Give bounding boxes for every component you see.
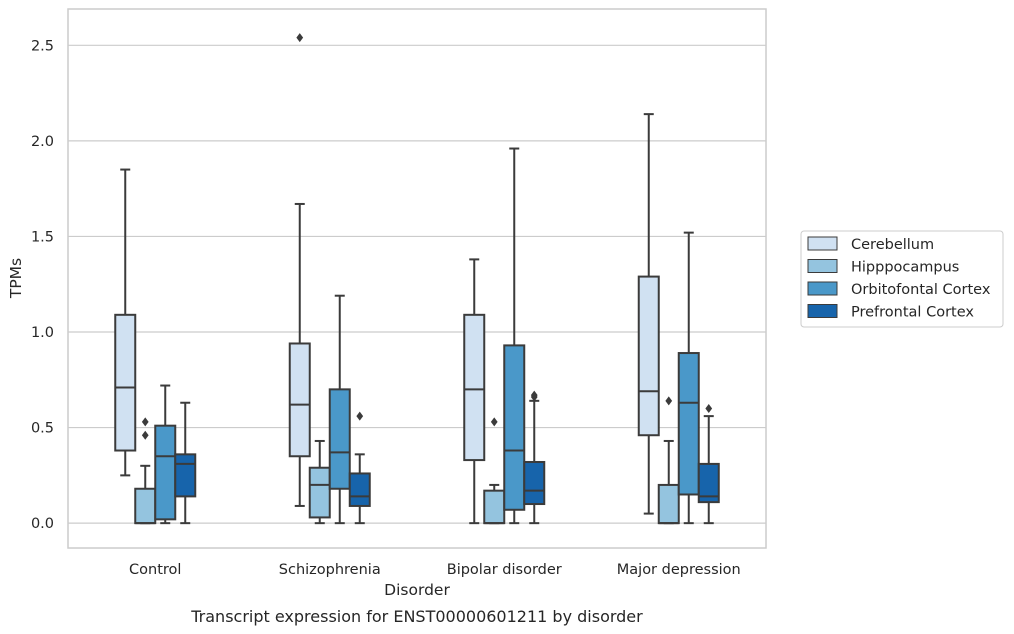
outlier-point [705, 403, 713, 413]
legend-swatch [807, 304, 838, 318]
box-cerebellum [114, 168, 137, 477]
legend: Cerebellum Hipppocampus Orbitofontal Corte… [800, 230, 1004, 328]
y-tick-label: 0.5 [31, 421, 54, 437]
box-cerebellum [463, 258, 486, 525]
box-iqr [348, 472, 371, 507]
box-iqr [677, 352, 700, 496]
y-tick-label: 0.0 [31, 516, 54, 532]
legend-label: Prefrontal Cortex [851, 305, 974, 321]
x-axis-ticks: Control Schizophrenia Bipolar disorder Majo… [129, 562, 741, 578]
box-prefrontal-cortex [697, 403, 720, 525]
outlier-point [141, 417, 149, 427]
box-iqr [503, 344, 526, 511]
x-tick-label: Major depression [617, 562, 741, 578]
box-prefrontal-cortex [348, 411, 371, 525]
box-orbitofontal-cortex [503, 147, 526, 525]
box-iqr [657, 483, 680, 525]
box-prefrontal-cortex [174, 401, 197, 525]
box-iqr [697, 462, 720, 504]
outlier-point [530, 390, 538, 400]
box-iqr [174, 453, 197, 498]
outlier-point [356, 411, 364, 421]
box-iqr [308, 466, 331, 519]
x-tick-label: Schizophrenia [279, 562, 381, 578]
legend-swatch [807, 281, 838, 296]
box-iqr [114, 313, 137, 452]
outlier-point [490, 417, 498, 427]
box-iqr [463, 313, 486, 462]
box-cerebellum [288, 33, 311, 507]
box-hipppocampus [483, 417, 506, 525]
legend-label: Cerebellum [851, 237, 934, 253]
outlier-point [141, 430, 149, 440]
x-axis-label: Disorder [384, 581, 450, 599]
legend-label: Orbitofontal Cortex [851, 282, 991, 298]
y-tick-label: 2.5 [31, 38, 54, 54]
box-cerebellum [637, 113, 660, 515]
box-orbitofontal-cortex [328, 294, 351, 525]
legend-swatch [807, 236, 838, 251]
box-iqr [523, 460, 546, 506]
box-iqr [483, 489, 506, 525]
box-iqr [637, 275, 660, 437]
y-axis-ticks: 0.0 0.5 1.0 1.5 2.0 2.5 [31, 38, 54, 532]
box-plot-series [114, 33, 720, 525]
box-orbitofontal-cortex [677, 231, 700, 525]
box-hipppocampus [308, 439, 331, 525]
box-prefrontal-cortex [523, 390, 546, 525]
box-hipppocampus [134, 417, 157, 525]
outlier-point [665, 396, 673, 406]
box-iqr [288, 342, 311, 458]
box-iqr [134, 487, 157, 525]
legend-swatch [807, 259, 838, 273]
y-axis-label: TPMs [7, 258, 25, 299]
chart-caption: Transcript expression for ENST0000060121… [190, 607, 643, 626]
x-tick-label: Control [129, 562, 181, 578]
outlier-point [296, 33, 304, 43]
box-hipppocampus [657, 396, 680, 525]
plot-area-frame [67, 8, 767, 549]
box-orbitofontal-cortex [154, 384, 177, 525]
box-iqr [154, 424, 177, 521]
y-tick-label: 1.5 [31, 229, 54, 245]
y-tick-label: 2.0 [31, 134, 54, 150]
y-tick-label: 1.0 [31, 325, 54, 341]
legend-frame [800, 230, 1004, 328]
x-tick-label: Bipolar disorder [447, 562, 562, 578]
legend-label: Hipppocampus [851, 260, 959, 276]
box-iqr [328, 388, 351, 490]
